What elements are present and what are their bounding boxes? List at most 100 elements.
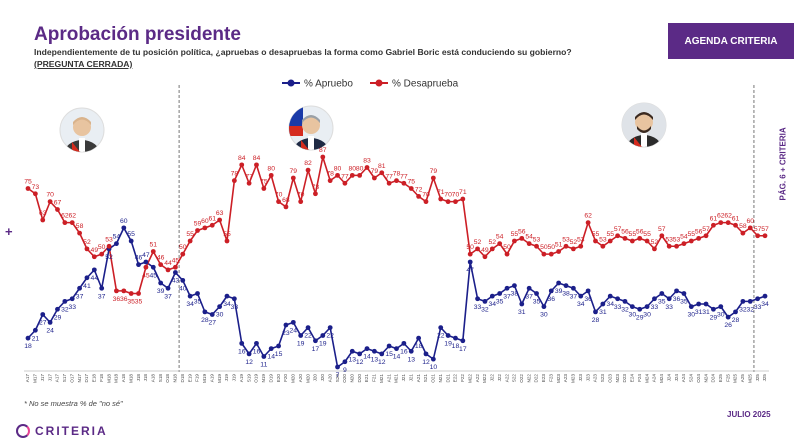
approve-data-label: 47 <box>142 252 150 259</box>
disapprove-data-label: 52 <box>83 239 91 246</box>
x-tick-label: J24 <box>666 374 671 382</box>
disapprove-point <box>681 241 687 247</box>
disapprove-data-label: 61 <box>208 215 216 222</box>
x-tick-label: F19 <box>195 374 200 382</box>
x-tick-label: D22 <box>534 374 539 383</box>
disapprove-data-label: 62 <box>717 213 725 220</box>
approve-point <box>62 298 68 304</box>
disapprove-data-label: 54 <box>680 234 688 241</box>
approve-point <box>261 354 267 359</box>
disapprove-data-label: 57 <box>761 226 769 233</box>
disapprove-data-label: 62 <box>724 213 732 220</box>
approve-point <box>246 351 252 357</box>
approve-point <box>497 291 503 296</box>
portrait-hair <box>635 112 653 120</box>
approve-data-label: 10 <box>430 364 438 371</box>
disapprove-point <box>475 246 480 252</box>
disapprove-data-label: 73 <box>32 184 40 191</box>
x-tick-label: J25 <box>755 374 760 382</box>
disapprove-point <box>659 233 665 239</box>
disapprove-point <box>703 233 709 239</box>
approve-data-label: 27 <box>39 320 47 327</box>
x-tick-label: F25 <box>725 374 730 382</box>
approve-data-label: 35 <box>194 299 202 306</box>
disapprove-point <box>755 233 761 239</box>
approve-point <box>394 346 399 352</box>
disapprove-data-label: 75 <box>24 179 32 186</box>
disapprove-data-label: 56 <box>636 228 644 235</box>
approve-data-label: 17 <box>459 346 467 353</box>
disapprove-point <box>401 180 407 186</box>
approve-data-label: 33 <box>68 304 76 311</box>
approve-data-label: 30 <box>643 312 651 319</box>
approve-point <box>320 333 326 338</box>
disapprove-point <box>106 243 112 249</box>
approve-data-label: 26 <box>724 322 732 329</box>
disapprove-data-label: 35 <box>127 299 135 306</box>
disapprove-point <box>556 249 562 254</box>
disapprove-point <box>652 246 657 252</box>
disapprove-point <box>202 225 208 231</box>
approve-data-label: 35 <box>658 299 666 306</box>
disapprove-point <box>99 251 105 257</box>
approve-data-label: 12 <box>378 359 386 366</box>
disapprove-data-label: 78 <box>231 171 239 178</box>
x-tick-label: O21 <box>431 374 436 383</box>
approve-point <box>725 314 731 320</box>
disapprove-point <box>762 233 768 239</box>
disapprove-point <box>504 251 510 257</box>
disapprove-point <box>637 235 643 241</box>
disapprove-data-label: 44 <box>164 260 172 267</box>
disapprove-point <box>423 199 429 205</box>
approve-data-label: 34 <box>223 301 231 308</box>
disapprove-point <box>180 251 186 257</box>
approve-point <box>335 364 340 370</box>
disapprove-point <box>290 175 296 181</box>
approve-point <box>121 225 127 231</box>
disapprove-data-label: 77 <box>385 173 393 180</box>
x-tick-label: M17 <box>33 374 38 383</box>
disapprove-data-label: 57 <box>754 226 762 233</box>
approve-point <box>681 291 687 296</box>
disapprove-point <box>254 162 259 168</box>
approve-data-label: 30 <box>717 312 725 319</box>
disapprove-data-label: 83 <box>363 158 371 165</box>
disapprove-point <box>386 180 392 186</box>
approve-data-label: 7 <box>336 372 340 379</box>
x-tick-label: A19 <box>209 374 214 383</box>
x-tick-label: N24 <box>703 374 708 383</box>
x-tick-label: D20 <box>357 374 362 383</box>
approve-point <box>136 262 141 268</box>
approve-data-label: 28 <box>732 317 740 324</box>
approve-point <box>202 309 208 315</box>
disapprove-point <box>342 180 348 186</box>
approve-data-label: 38 <box>562 291 570 298</box>
disapprove-data-label: 50 <box>466 244 474 251</box>
disapprove-data-label: 52 <box>651 239 659 246</box>
x-tick-label: F21 <box>372 374 377 382</box>
approve-point <box>652 296 657 302</box>
approve-point <box>526 285 532 291</box>
approve-data-label: 37 <box>76 293 84 300</box>
presidential-sash <box>301 140 309 150</box>
disapprove-data-label: 70 <box>46 192 54 199</box>
flag-red <box>289 126 303 136</box>
approve-data-label: 29 <box>54 314 62 321</box>
approve-data-label: 12 <box>245 359 253 366</box>
approve-point <box>25 335 31 341</box>
disapprove-data-label: 60 <box>746 218 754 225</box>
approve-data-label: 37 <box>525 293 533 300</box>
disapprove-data-label: 75 <box>407 179 415 186</box>
agenda-criteria-button[interactable]: AGENDA CRITERIA <box>668 23 794 59</box>
disapprove-point <box>416 193 422 199</box>
x-tick-label: N18 <box>173 374 178 383</box>
disapprove-point <box>165 267 171 273</box>
approve-point <box>703 301 709 307</box>
x-tick-label: F24 <box>637 374 642 382</box>
disapprove-point <box>740 230 746 236</box>
approve-point <box>217 304 223 310</box>
approve-point <box>128 238 134 244</box>
disapprove-point <box>674 243 679 249</box>
x-tick-label: E20 <box>276 374 281 383</box>
